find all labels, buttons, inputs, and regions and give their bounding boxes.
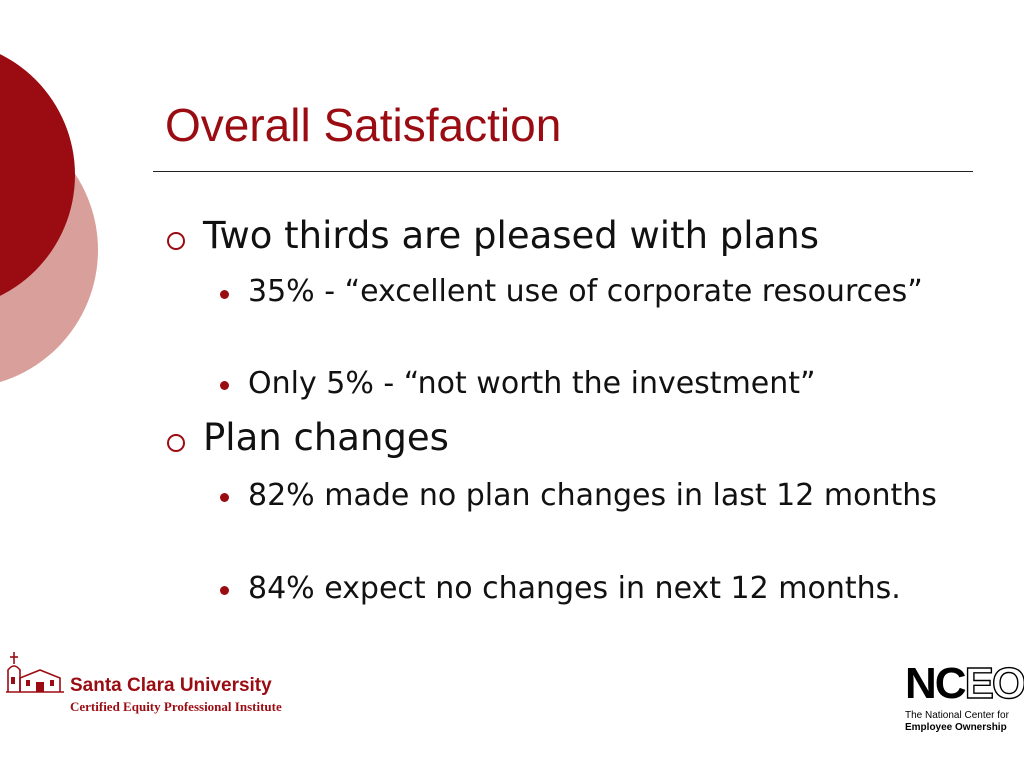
scu-logo-subtitle: Certified Equity Professional Institute: [70, 699, 282, 714]
sub-bullet-item: 82% made no plan changes in last 12 mont…: [248, 478, 937, 513]
bullet-ring-icon: [167, 434, 185, 452]
bullet-dot-icon: [220, 290, 229, 299]
bullet-ring-icon: [167, 232, 185, 250]
bullet-dot-icon: [220, 381, 229, 390]
nceo-caption-line2-text: Employee Ownership: [905, 722, 1007, 733]
sub-bullet-item: 35% - “excellent use of corporate resour…: [248, 274, 923, 309]
mission-building-icon: [6, 652, 64, 693]
nceo-logo-solid: NC: [905, 659, 967, 708]
bullet-item: Plan changes: [203, 416, 449, 459]
title-divider: [153, 171, 973, 172]
bullet-item: Two thirds are pleased with plans: [203, 214, 819, 257]
decorative-circles: [0, 54, 98, 383]
bullet-dot-icon: [220, 586, 229, 595]
nceo-logo-caption: The National Center for Employee Ownersh…: [905, 710, 1009, 734]
sub-bullet-item: 84% expect no changes in next 12 months.: [248, 571, 901, 606]
nceo-logo-outline: EO: [964, 659, 1024, 708]
dark-circle: [0, 54, 75, 296]
scu-logo-name: Santa Clara University: [70, 675, 272, 696]
slide-title: Overall Satisfaction: [165, 99, 562, 151]
sub-bullet-item: Only 5% - “not worth the investment”: [248, 366, 816, 401]
nceo-caption-line1: The National Center for: [905, 710, 1009, 721]
nceo-logo: NCEO: [905, 659, 1024, 708]
bullet-dot-icon: [220, 493, 229, 502]
nceo-caption-line2: Employee Ownership: [905, 722, 1009, 734]
